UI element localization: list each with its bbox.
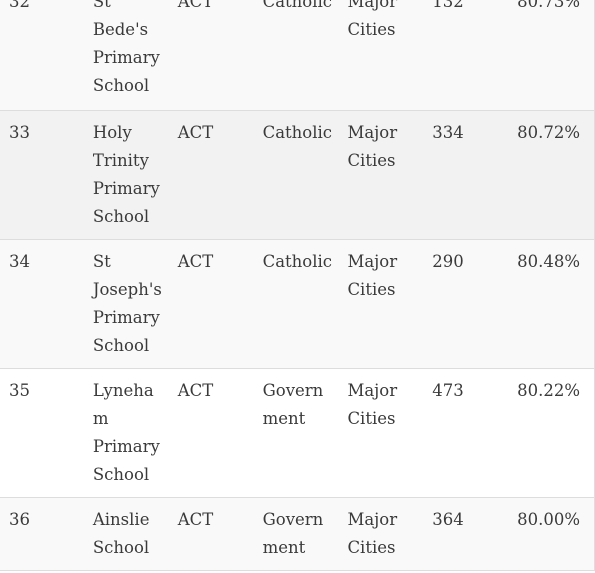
school-name-line: Holy [92, 123, 132, 142]
school-name-line: School [92, 336, 150, 355]
enrolments-cell: 364 [432, 510, 464, 529]
state-cell: ACT [177, 381, 214, 400]
sector-line: ment [262, 409, 306, 428]
school-name-line: School [92, 207, 150, 226]
score-cell: 80.00% [517, 510, 581, 529]
enrolments-cell: 473 [432, 381, 464, 400]
rank-cell: 32 [9, 0, 30, 11]
sector-line: Govern [262, 381, 324, 400]
rank-cell: 33 [9, 123, 30, 142]
sector-line: Catholic [262, 123, 333, 142]
school-name-line: Joseph's [92, 280, 162, 299]
location-line: Cities [347, 151, 396, 170]
school-name-line: Primary [92, 308, 160, 327]
school-name-line: Lyneha [92, 381, 154, 400]
school-name-line: Primary [92, 48, 160, 67]
location-cell: Major Cities [347, 111, 432, 239]
score-cell: 80.73% [517, 0, 581, 11]
school-name-line: m [92, 409, 109, 428]
school-name-line: St [92, 0, 111, 11]
school-name-line: School [92, 76, 150, 95]
school-name-line: St [92, 252, 111, 271]
school-name-cell: Lyneha m Primary School [93, 369, 178, 497]
score-cell: 80.48% [517, 252, 581, 271]
score-cell: 80.22% [517, 381, 581, 400]
state-cell: ACT [177, 0, 214, 11]
state-cell: ACT [177, 123, 214, 142]
location-line: Major [347, 381, 398, 400]
sector-cell: Catholic [263, 111, 348, 239]
school-name-line: School [92, 538, 150, 557]
rank-cell: 35 [9, 381, 30, 400]
sector-cell: Govern ment [263, 369, 348, 497]
location-line: Cities [347, 20, 396, 39]
location-cell: Major Cities [347, 369, 432, 497]
table-row: 32 St Bede's Primary School ACT Catholic… [0, 0, 594, 111]
location-line: Cities [347, 409, 396, 428]
sector-cell: Catholic [263, 240, 348, 368]
enrolments-cell: 132 [432, 0, 464, 11]
school-name-line: School [92, 465, 150, 484]
location-line: Major [347, 252, 398, 271]
location-cell: Major Cities [347, 0, 432, 110]
table-row: 33 Holy Trinity Primary School ACT Catho… [0, 111, 594, 240]
table-row: 35 Lyneha m Primary School ACT Govern me… [0, 369, 594, 498]
school-name-line: Ainslie [92, 510, 150, 529]
school-name-line: Trinity [92, 151, 149, 170]
location-cell: Major Cities [347, 240, 432, 368]
sector-line: ment [262, 538, 306, 557]
school-name-cell: St Bede's Primary School [93, 0, 178, 110]
location-line: Major [347, 123, 398, 142]
location-line: Cities [347, 280, 396, 299]
table-row: 36 Ainslie School ACT Govern ment Major … [0, 498, 594, 571]
school-name-line: Primary [92, 437, 160, 456]
school-name-cell: Ainslie School [93, 498, 178, 570]
score-cell: 80.72% [517, 123, 581, 142]
state-cell: ACT [177, 252, 214, 271]
location-line: Cities [347, 538, 396, 557]
location-line: Major [347, 0, 398, 11]
school-name-cell: St Joseph's Primary School [93, 240, 178, 368]
table-row: 34 St Joseph's Primary School ACT Cathol… [0, 240, 594, 369]
sector-line: Govern [262, 510, 324, 529]
school-name-line: Primary [92, 179, 160, 198]
sector-cell: Catholic [263, 0, 348, 110]
rank-cell: 36 [9, 510, 30, 529]
location-cell: Major Cities [347, 498, 432, 570]
sector-line: Catholic [262, 0, 333, 11]
school-name-cell: Holy Trinity Primary School [93, 111, 178, 239]
location-line: Major [347, 510, 398, 529]
enrolments-cell: 290 [432, 252, 464, 271]
enrolments-cell: 334 [432, 123, 464, 142]
sector-cell: Govern ment [263, 498, 348, 570]
sector-line: Catholic [262, 252, 333, 271]
rank-cell: 34 [9, 252, 30, 271]
state-cell: ACT [177, 510, 214, 529]
school-name-line: Bede's [92, 20, 149, 39]
